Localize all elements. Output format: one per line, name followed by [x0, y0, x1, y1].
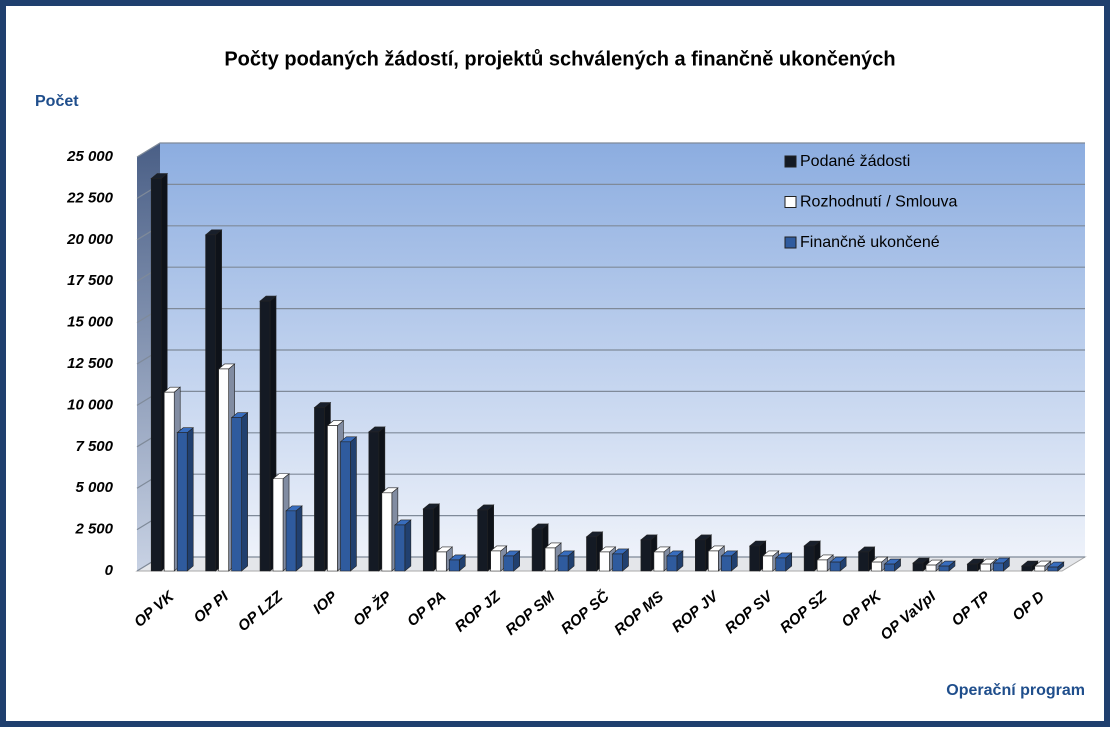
bar [829, 556, 847, 572]
bar-face [544, 547, 556, 572]
bar-face [381, 492, 393, 572]
bar-face [586, 536, 597, 572]
bar-face [816, 559, 828, 572]
bar-face [150, 178, 162, 572]
bar-face [295, 505, 303, 572]
bar-face [640, 539, 652, 572]
y-tick-label: 22 500 [66, 189, 114, 206]
bar [720, 550, 739, 572]
bar-face [205, 234, 216, 572]
bar-face [557, 555, 569, 572]
bar-face [612, 553, 623, 572]
bar-face [422, 508, 434, 572]
bar [938, 560, 956, 572]
bar [774, 552, 793, 572]
bar-face [666, 555, 678, 572]
chart-title: Počty podaných žádostí, projektů schvále… [224, 48, 895, 70]
bar-face [327, 425, 338, 572]
bar-face [871, 561, 882, 572]
bar-face [858, 551, 869, 572]
bar-face [884, 563, 895, 572]
bar-face [477, 509, 488, 572]
bar [502, 550, 521, 572]
bar-face [599, 551, 610, 572]
bar-face [912, 562, 924, 572]
y-tick-label: 7 500 [75, 438, 113, 455]
bar [176, 427, 195, 572]
y-tick-label: 2 500 [74, 521, 113, 538]
legend-label: Rozhodnutí / Smlouva [800, 194, 958, 211]
bar [1046, 561, 1065, 572]
bar-face [259, 300, 271, 572]
y-tick-label: 0 [105, 562, 114, 579]
y-tick-label: 15 000 [67, 314, 114, 331]
bar [925, 559, 943, 572]
bar-face [285, 510, 297, 572]
bar [448, 554, 467, 572]
bar-face [176, 432, 188, 572]
bar [666, 550, 684, 572]
bar-face [435, 551, 447, 572]
bar-face [829, 561, 841, 572]
bar-face [695, 539, 706, 572]
bar-face [967, 563, 978, 572]
bar-face [231, 417, 242, 572]
bar [883, 558, 902, 572]
y-tick-label: 10 000 [67, 396, 114, 413]
bar-face [218, 368, 229, 572]
legend-label: Finančně ukončené [800, 234, 940, 251]
bar-face [993, 562, 1004, 572]
grid-line [136, 142, 1085, 158]
legend-swatch [784, 236, 797, 249]
bar [557, 550, 575, 572]
bar-face [749, 545, 761, 572]
bar-face [708, 550, 719, 572]
bar-face [653, 551, 665, 572]
bar-face [368, 431, 380, 572]
bar-face [1034, 565, 1046, 572]
bar-face [340, 441, 351, 572]
bar-face [404, 519, 412, 572]
y-axis-title: Počet [35, 93, 79, 110]
bar-face [803, 545, 815, 572]
bar-face [163, 391, 175, 572]
bar-face [1047, 566, 1059, 572]
y-tick-label: 20 000 [66, 231, 114, 248]
bar-face [241, 412, 248, 572]
bar-face [503, 555, 514, 572]
bar-face [938, 565, 950, 572]
legend-swatch [784, 196, 797, 208]
bar-face [980, 563, 991, 572]
bar [394, 519, 412, 572]
bar [992, 557, 1011, 572]
bar-face [721, 555, 732, 572]
bar [259, 295, 277, 572]
y-tick-label: 5 000 [75, 479, 113, 496]
bar-face [1021, 565, 1033, 572]
bar [1020, 560, 1039, 572]
bar [285, 505, 303, 572]
x-axis-title: Operační program [946, 682, 1085, 699]
legend-swatch [784, 155, 797, 168]
bar [339, 436, 358, 572]
bar-face [272, 478, 284, 572]
bar [611, 548, 630, 572]
y-tick-label: 17 500 [67, 272, 114, 289]
bar-face [490, 550, 501, 572]
bar-face [775, 557, 787, 572]
bar [912, 557, 930, 572]
bar-face [925, 564, 937, 572]
bar-face [186, 427, 194, 572]
bar-face [394, 524, 406, 572]
legend-label: Podané žádosti [800, 153, 910, 170]
bar-face [448, 559, 460, 572]
bar [230, 412, 249, 572]
bar-face [762, 555, 774, 572]
y-tick-label: 12 500 [67, 355, 114, 372]
bar-face [350, 436, 357, 572]
bar-face [314, 407, 325, 572]
bar-face [531, 528, 543, 572]
y-tick-label: 25 000 [66, 148, 114, 165]
